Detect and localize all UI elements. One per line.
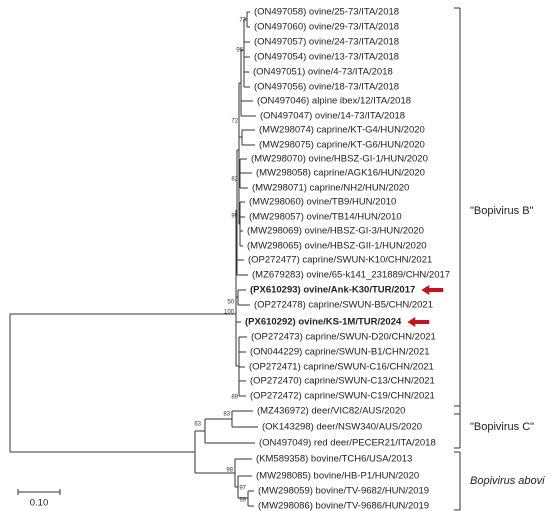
bootstrap-value: 97 — [239, 486, 246, 492]
leaf-label: (MW298071) caprine/NH2/HUN/2020 — [252, 183, 409, 194]
leaf-label: (MW298070) ovine/HBSZ-GI-1/HUN/2020 — [251, 154, 428, 165]
leaf-label: (MW298074) caprine/KT-G4/HUN/2020 — [259, 125, 425, 136]
tree-branches — [9, 11, 258, 507]
leaf-label: (OP272472) caprine/SWUN-C19/CHN/2021 — [250, 391, 435, 402]
clade-label: Bopivirus abovi — [470, 475, 545, 487]
leaf-label: (OP272478) caprine/SWUN-B5/CHN/2021 — [254, 300, 433, 311]
leaf-label: (MW298065) ovine/HBSZ-GII-1/HUN/2020 — [247, 241, 427, 252]
leaf-label: (PX610292) ovine/KS-1M/TUR/2024 — [245, 317, 402, 328]
leaf-label: (MZ679283) ovine/65-k141_231889/CHN/2017 — [252, 270, 450, 281]
leaf-label: (ON497046) alpine ibex/12/ITA/2018 — [257, 96, 411, 107]
bootstrap-value: 99 — [239, 498, 246, 504]
leaf-label: (MW298075) caprine/KT-G6/HUN/2020 — [259, 140, 425, 151]
leaf-label: (MW298057) ovine/TB14/HUN/2010 — [249, 212, 402, 223]
clade-label: "Bopivirus B" — [470, 205, 534, 217]
scale-label: 0.10 — [30, 498, 49, 509]
leaf-label: (MW298059) bovine/TV-9682/HUN/2019 — [258, 486, 429, 497]
bootstrap-value: 50 — [227, 300, 234, 306]
bootstrap-value: 63 — [194, 422, 201, 428]
leaf-label: (OP272470) caprine/SWUN-C13/CHN/2021 — [250, 376, 435, 387]
leaf-label: (ON497049) red deer/PECER21/ITA/2018 — [259, 438, 436, 449]
leaf-label: (ON044229) caprine/SWUN-B1/CHN/2021 — [250, 347, 430, 358]
bootstrap-value: 98 — [226, 468, 233, 474]
leaf-label: (MZ436972) deer/VIC82/AUS/2020 — [257, 406, 405, 417]
bootstrap-value: 82 — [231, 177, 238, 183]
bootstrap-value: 73 — [239, 18, 246, 24]
leaf-label: (ON497051) ovine/4-73/ITA/2018 — [253, 67, 393, 78]
leaf-label: (MW298060) ovine/TB9/HUN/2010 — [249, 197, 396, 208]
clade-label: "Bopivirus C" — [470, 421, 534, 433]
leaf-label: (PX610293) ovine/Ank-K30/TUR/2017 — [250, 285, 415, 296]
leaf-label: (ON497054) ovine/13-73/ITA/2018 — [254, 52, 399, 63]
leaf-label: (ON497057) ovine/24-73/ITA/2018 — [254, 37, 399, 48]
leaf-label: (MW298058) caprine/AGK16/HUN/2020 — [256, 168, 425, 179]
bootstrap-value: 99 — [231, 214, 238, 220]
highlight-arrow — [407, 317, 430, 327]
leaf-label: (OP272471) caprine/SWUN-C16/CHN/2021 — [249, 362, 434, 373]
bootstrap-value: 89 — [231, 395, 238, 401]
leaf-label: (KM589358) bovine/TCH6/USA/2013 — [256, 454, 412, 465]
bootstrap-value: 83 — [223, 412, 230, 418]
bootstrap-value: 72 — [231, 119, 238, 125]
leaf-label: (ON497047) ovine/14-73/ITA/2018 — [260, 111, 405, 122]
leaf-label: (OK143298) deer/NSW340/AUS/2020 — [262, 422, 422, 433]
leaf-label: (ON497058) ovine/25-73/ITA/2018 — [254, 7, 399, 18]
highlight-arrow — [421, 285, 444, 295]
leaf-label: (ON497056) ovine/18-73/ITA/2018 — [254, 82, 399, 93]
leaf-label: (OP272473) caprine/SWUN-D20/CHN/2021 — [251, 332, 436, 343]
bootstrap-value: 96 — [236, 48, 243, 54]
bootstrap-value: 100 — [224, 310, 235, 316]
leaf-label: (MW298085) bovine/HB-P1/HUN/2020 — [256, 471, 419, 482]
leaf-label: (MW298086) bovine/TV-9686/HUN/2019 — [258, 501, 429, 511]
leaf-label: (OP272477) caprine/SWUN-K10/CHN/2021 — [248, 255, 432, 266]
leaf-label: (ON497060) ovine/29-73/ITA/2018 — [254, 22, 399, 33]
leaf-label: (MW298069) ovine/HBSZ-GI-3/HUN/2020 — [247, 226, 424, 237]
